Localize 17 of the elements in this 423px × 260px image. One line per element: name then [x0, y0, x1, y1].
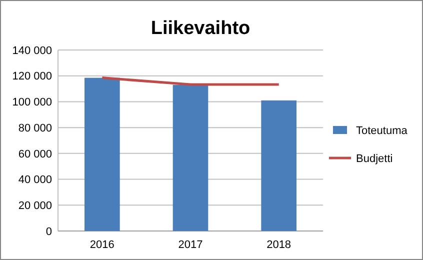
chart-title: Liikevaihto [150, 18, 250, 39]
x-tick-label: 2018 [266, 239, 292, 251]
bar [261, 100, 296, 231]
y-tick-label: 100 000 [12, 96, 52, 109]
y-tick-label: 120 000 [12, 70, 52, 83]
bar [172, 84, 208, 231]
legend-label: Toteutuma [356, 124, 408, 137]
x-tick-label: 2017 [178, 239, 203, 251]
legend-label: Budjetti [356, 152, 393, 165]
y-tick-label: 0 [46, 226, 52, 238]
y-tick-label: 60 000 [18, 148, 52, 160]
bar [84, 78, 120, 231]
x-tick-label: 2016 [90, 239, 114, 251]
y-tick-label: 40 000 [18, 174, 52, 186]
y-tick-label: 20 000 [18, 200, 52, 212]
y-tick-label: 80 000 [18, 122, 52, 134]
y-tick-label: 140 000 [12, 44, 52, 57]
